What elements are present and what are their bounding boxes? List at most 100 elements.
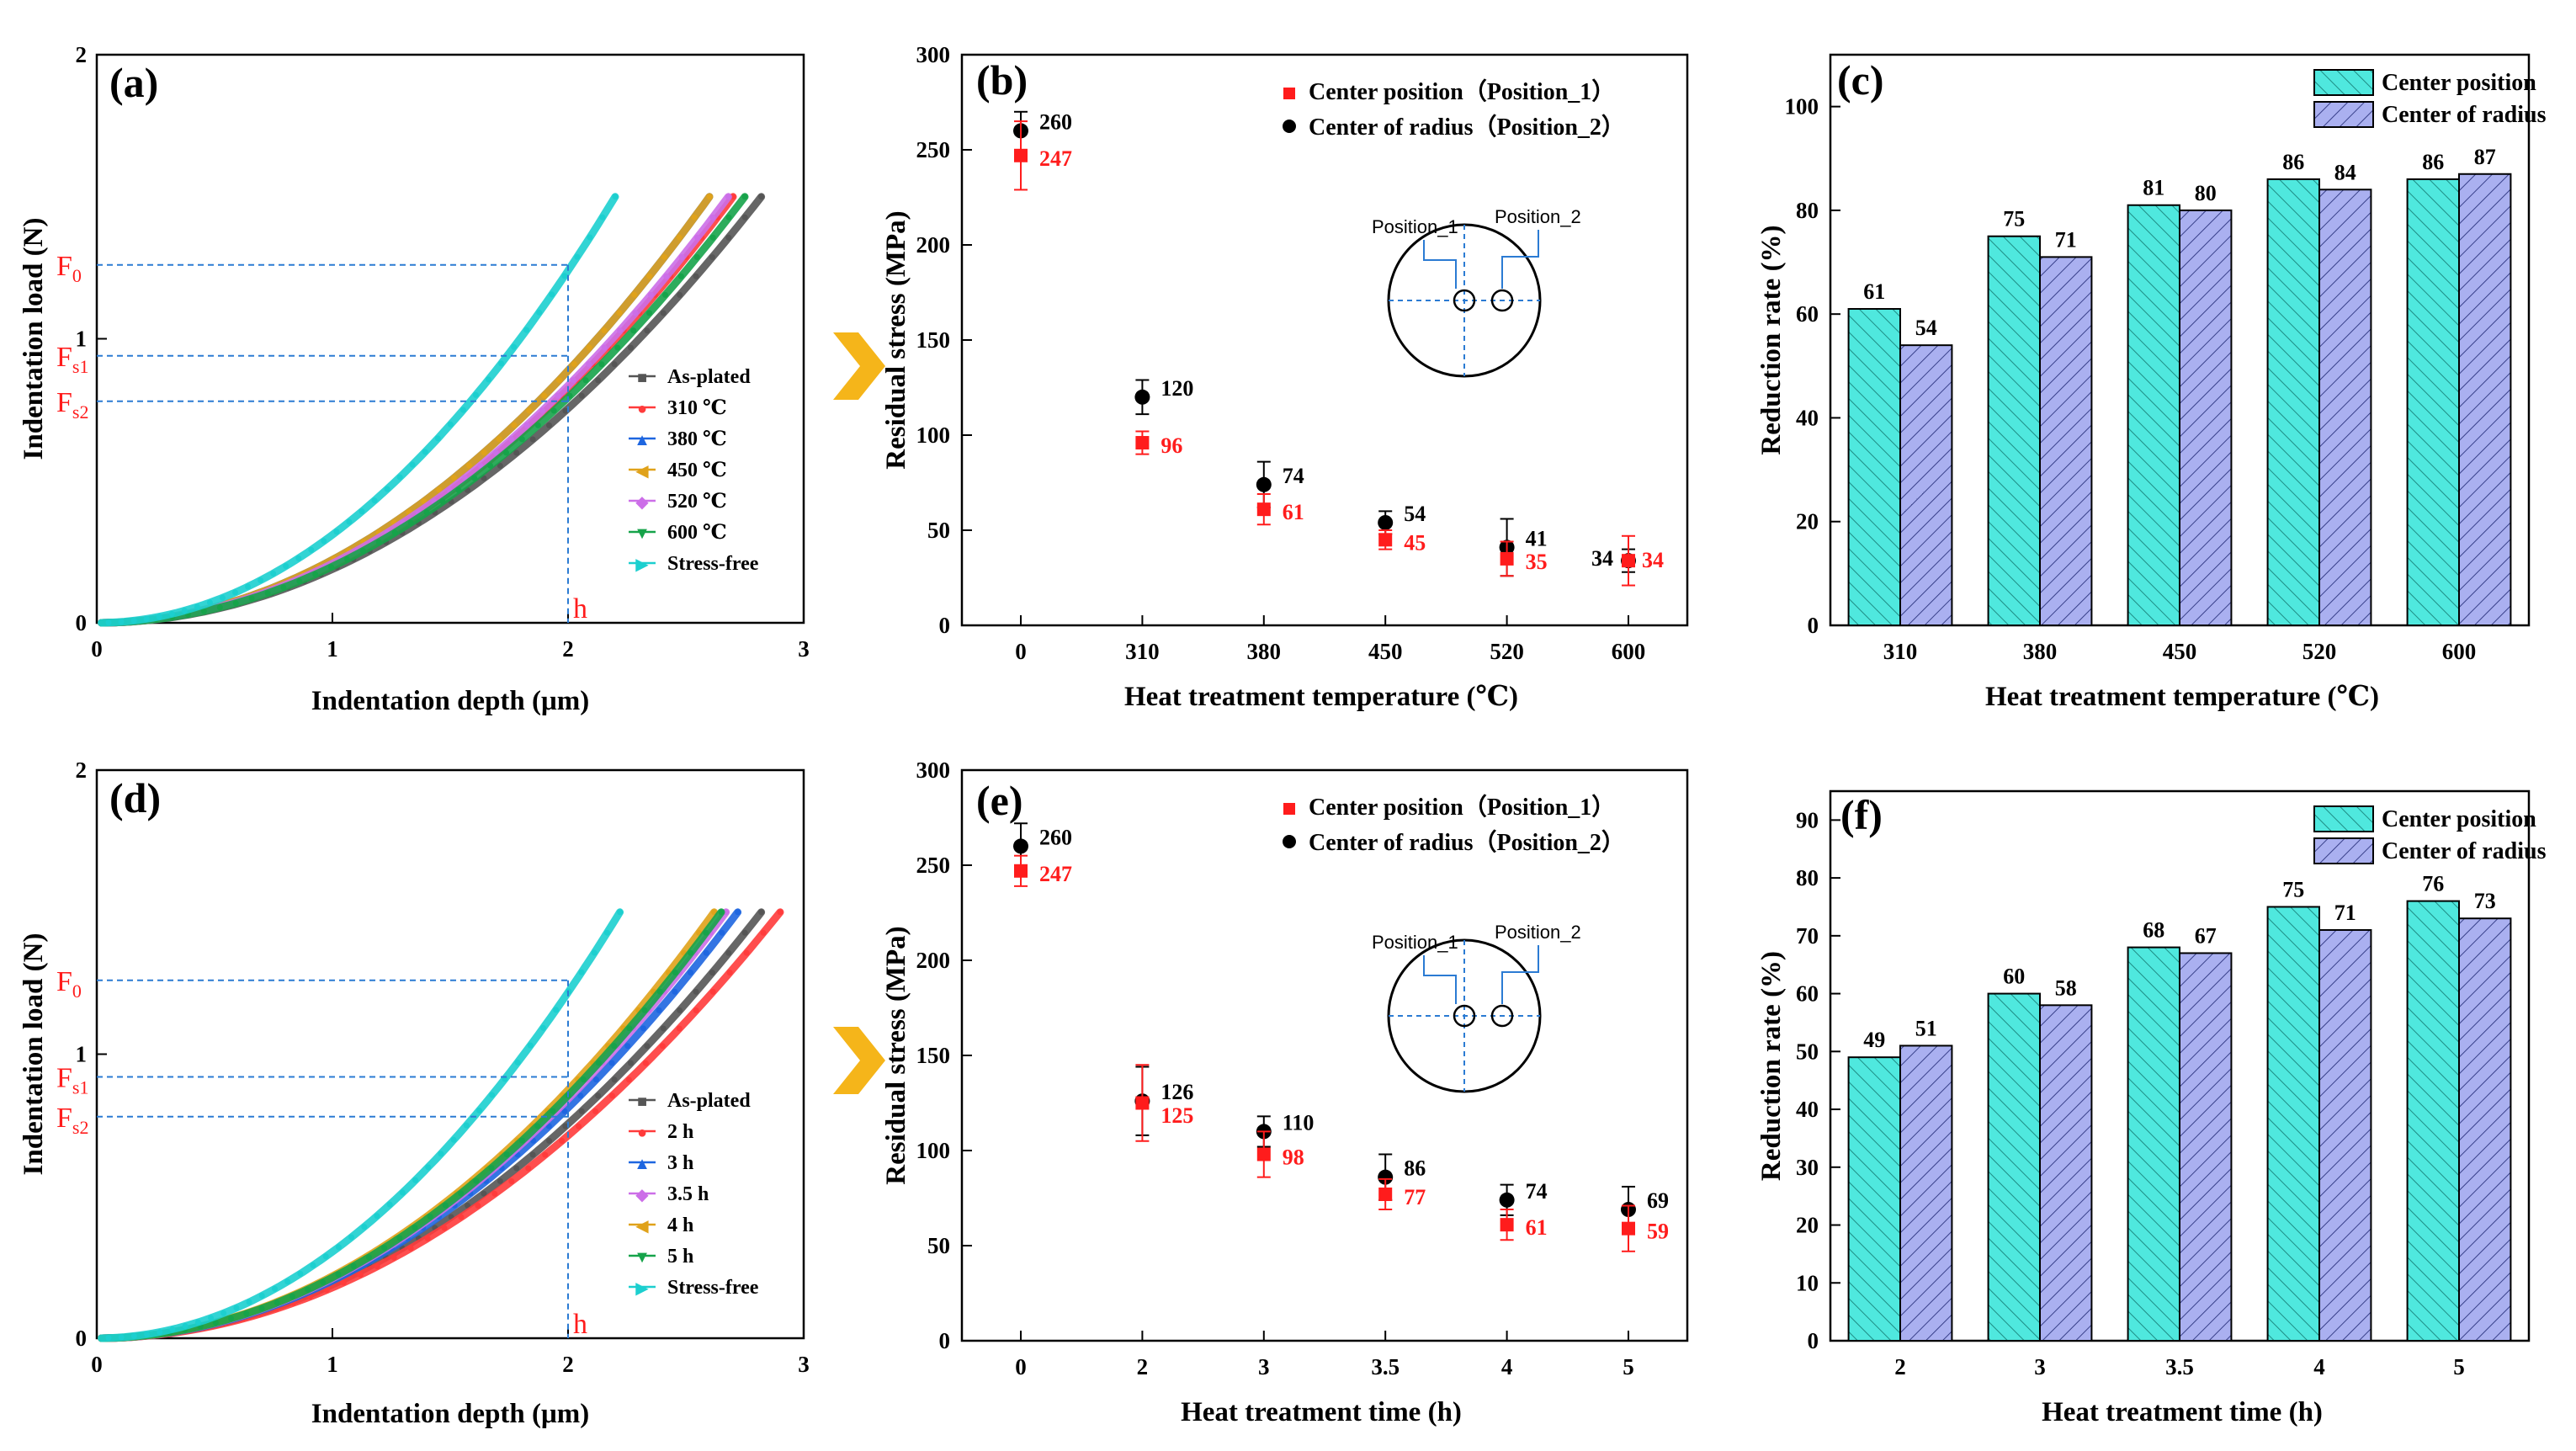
x-tick-label: 520 bbox=[1490, 639, 1524, 664]
legend-label: Center position（Position_1） bbox=[1309, 793, 1615, 821]
x-tick-label: 600 bbox=[1612, 639, 1646, 664]
bar-center-position bbox=[1987, 235, 2042, 626]
curve-point bbox=[598, 361, 605, 368]
y-tick-label: 20 bbox=[1796, 1213, 1819, 1238]
curve-point bbox=[508, 1178, 515, 1185]
curve-point bbox=[105, 619, 112, 626]
curve-point bbox=[608, 1060, 615, 1066]
curve-point bbox=[396, 1235, 403, 1241]
curve-point bbox=[105, 1335, 112, 1342]
bar-center-of-radius bbox=[1899, 1044, 1953, 1342]
data-point-circle bbox=[1378, 1169, 1394, 1185]
bar-value-label: 86 bbox=[2282, 150, 2304, 174]
curve-point bbox=[661, 253, 667, 260]
curve-point bbox=[491, 1190, 498, 1197]
curve-point bbox=[601, 327, 608, 334]
curve-point bbox=[350, 1262, 357, 1269]
annotation-F0: F0 bbox=[56, 251, 82, 286]
curve-point bbox=[525, 1165, 532, 1172]
annotation-sub: s2 bbox=[72, 401, 89, 423]
curve-point bbox=[709, 234, 716, 241]
curve-point bbox=[726, 970, 733, 976]
x-tick-label: 3.5 bbox=[1371, 1354, 1400, 1379]
legend-marker: ▲ bbox=[634, 1155, 651, 1173]
curve-point bbox=[677, 291, 683, 298]
curve-point bbox=[391, 529, 398, 536]
legend-label: Center position bbox=[2382, 806, 2536, 832]
curve-point bbox=[335, 1271, 342, 1278]
value-label: 61 bbox=[1526, 1215, 1548, 1240]
value-label: 35 bbox=[1526, 550, 1548, 574]
curve-point bbox=[425, 1164, 432, 1171]
curve-point bbox=[477, 462, 484, 469]
curve-point bbox=[489, 1092, 496, 1098]
curve-point bbox=[718, 909, 725, 916]
inset-label-2: Position_2 bbox=[1495, 206, 1581, 227]
legend-label: 5 h bbox=[667, 1246, 693, 1268]
curve-point bbox=[561, 1108, 568, 1114]
curve-point bbox=[660, 1025, 667, 1032]
curve-point bbox=[310, 1262, 316, 1268]
curve-point bbox=[592, 1076, 599, 1083]
curve-point bbox=[283, 563, 289, 570]
legend-label: Center position bbox=[2382, 70, 2536, 96]
chart-d: 0 1 2 3 0 1 2 F0 Fs1 Fs2 h ■ As-plated ● 2 h ▲ 3 h ◆ 3.5 h… bbox=[19, 757, 810, 1429]
curve-point bbox=[441, 1225, 448, 1231]
curve-point bbox=[481, 475, 487, 481]
curve-point bbox=[228, 1315, 235, 1322]
curve-point bbox=[777, 909, 783, 916]
legend-label: Center of radius（Position_2） bbox=[1309, 828, 1625, 856]
curve-point bbox=[381, 1245, 388, 1252]
y-tick-label: 20 bbox=[1796, 509, 1819, 534]
legend-swatch bbox=[2313, 837, 2374, 864]
y-tick-label: 10 bbox=[1796, 1270, 1819, 1295]
curve-point bbox=[346, 518, 353, 525]
y-tick-label: 60 bbox=[1796, 981, 1819, 1007]
curve-point bbox=[511, 422, 518, 428]
curve-point bbox=[758, 194, 765, 200]
curve-point bbox=[529, 436, 536, 443]
bar-value-label: 73 bbox=[2474, 889, 2496, 913]
curve-point bbox=[212, 1320, 219, 1326]
bar-value-label: 75 bbox=[2282, 877, 2304, 901]
value-label: 74 bbox=[1283, 464, 1304, 488]
x-tick-label: 450 bbox=[2163, 639, 2197, 664]
curve-point bbox=[678, 254, 685, 261]
legend-marker: ■ bbox=[637, 369, 647, 387]
curve-point bbox=[498, 360, 505, 367]
callout-2 bbox=[1501, 230, 1539, 289]
bar-center-of-radius bbox=[1899, 344, 1953, 626]
curve-point bbox=[270, 570, 277, 577]
y-tick-label: 50 bbox=[927, 518, 950, 543]
y-tick-label: 0 bbox=[76, 1326, 88, 1351]
curve-point bbox=[375, 539, 382, 545]
curve-point bbox=[458, 1190, 465, 1197]
legend-label: Stress-free bbox=[667, 1277, 759, 1299]
bar-value-label: 80 bbox=[2195, 181, 2217, 205]
value-label: 45 bbox=[1404, 530, 1426, 555]
bar-value-label: 75 bbox=[2003, 207, 2025, 231]
curve-point bbox=[473, 1177, 480, 1184]
cross-section-inset: Position_1 Position_2 bbox=[1372, 206, 1581, 378]
chart-f: 0 10 20 30 40 50 60 70 80 90 2 49 51 3 60 58 3.5 68 67 4 75 7… bbox=[1756, 789, 2547, 1427]
x-tick-label: 0 bbox=[91, 1352, 103, 1377]
y-tick-label: 150 bbox=[916, 327, 951, 353]
curve-point bbox=[526, 407, 533, 414]
data-point-square bbox=[1135, 436, 1150, 450]
y-axis-title: Residual stress (MPa) bbox=[881, 926, 911, 1184]
x-tick-label: 3 bbox=[2034, 1354, 2046, 1379]
curve-point bbox=[677, 273, 684, 279]
y-axis-title: Reduction rate (%) bbox=[1756, 225, 1787, 454]
y-tick-label: 2 bbox=[76, 42, 88, 67]
curve-point bbox=[611, 361, 618, 368]
curve-point bbox=[328, 564, 335, 571]
bar-center-of-radius bbox=[2179, 952, 2233, 1342]
value-label: 61 bbox=[1283, 500, 1304, 524]
y-tick-label: 90 bbox=[1796, 807, 1819, 832]
curve-450 bbox=[98, 193, 714, 627]
curve-point bbox=[481, 449, 487, 456]
curve-point bbox=[586, 361, 592, 368]
x-tick-label: 2 bbox=[562, 636, 574, 662]
x-tick-label: 380 bbox=[2023, 639, 2058, 664]
x-tick-label: 310 bbox=[1125, 639, 1160, 664]
